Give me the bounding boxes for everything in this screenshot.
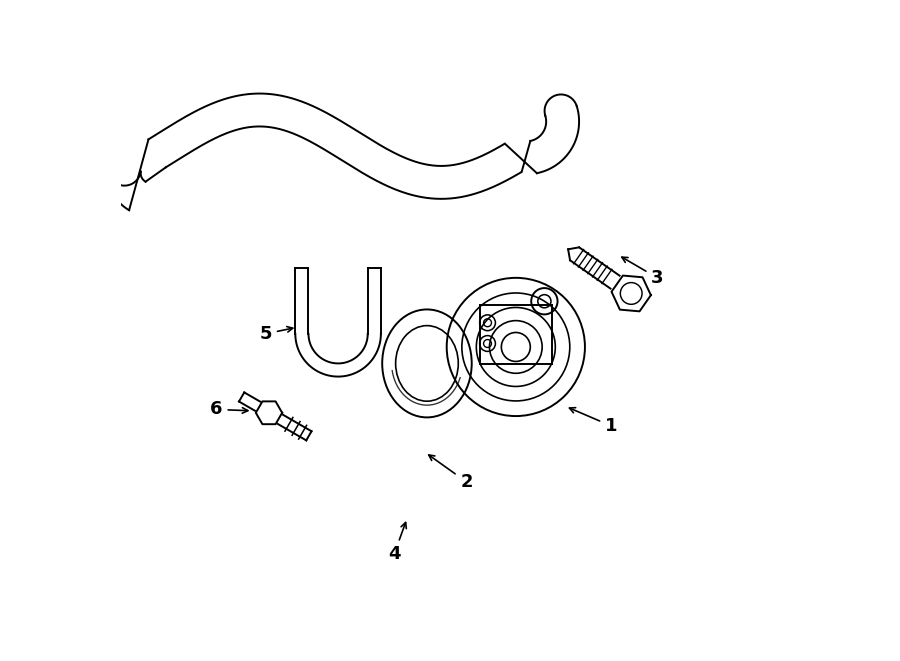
Text: 2: 2	[428, 455, 472, 491]
Text: 4: 4	[388, 522, 406, 563]
Text: 1: 1	[570, 408, 617, 435]
Text: 3: 3	[622, 257, 663, 287]
Text: 5: 5	[259, 325, 292, 343]
Text: 6: 6	[210, 401, 248, 418]
